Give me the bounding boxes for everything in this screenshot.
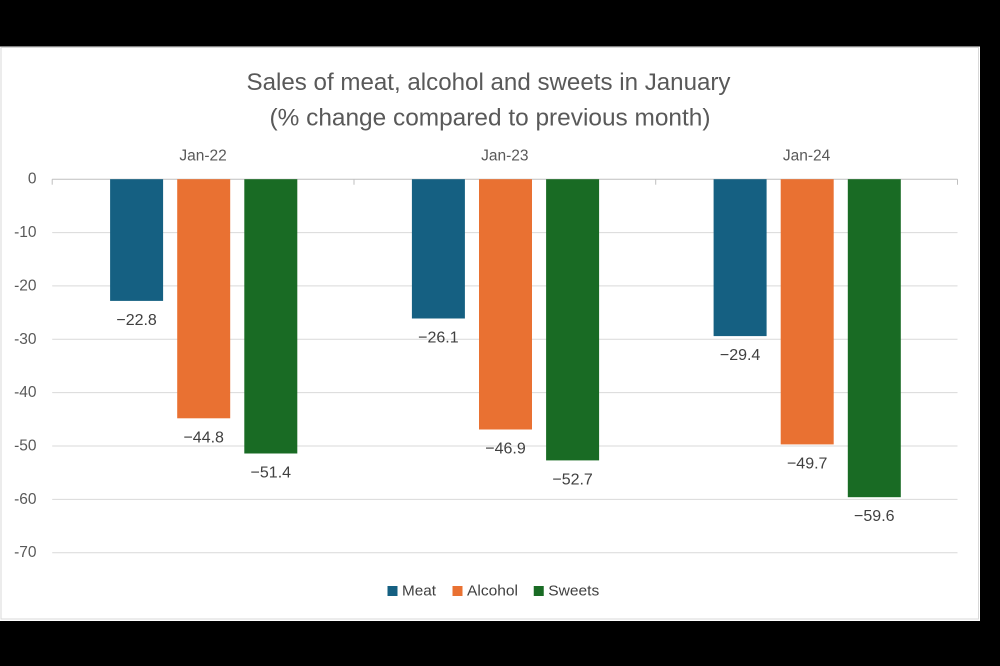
svg-text:−59.6: −59.6 (854, 508, 895, 525)
svg-text:−29.4: −29.4 (720, 347, 761, 364)
svg-text:Jan-22: Jan-22 (179, 148, 226, 165)
svg-text:-60: -60 (14, 491, 37, 508)
svg-text:-40: -40 (14, 384, 37, 401)
svg-text:−22.8: −22.8 (116, 312, 157, 329)
svg-text:−44.8: −44.8 (183, 429, 224, 446)
svg-text:0: 0 (28, 171, 37, 188)
svg-text:-50: -50 (14, 438, 37, 455)
svg-text:Jan-23: Jan-23 (481, 148, 528, 165)
svg-text:-30: -30 (14, 331, 37, 348)
svg-text:−26.1: −26.1 (418, 330, 459, 347)
svg-text:−51.4: −51.4 (251, 465, 292, 482)
svg-text:-10: -10 (14, 224, 37, 241)
svg-text:Sweets: Sweets (548, 583, 599, 600)
svg-text:Meat: Meat (402, 583, 437, 600)
svg-text:-20: -20 (14, 277, 37, 294)
svg-text:Alcohol: Alcohol (467, 583, 518, 600)
svg-text:-70: -70 (14, 544, 37, 561)
svg-text:−52.7: −52.7 (552, 471, 593, 488)
svg-text:(% change compared to previous: (% change compared to previous month) (270, 105, 711, 132)
svg-text:Jan-24: Jan-24 (783, 148, 831, 165)
svg-text:Sales of meat, alcohol and swe: Sales of meat, alcohol and sweets in Jan… (247, 69, 731, 96)
svg-text:−49.7: −49.7 (787, 455, 828, 472)
svg-text:−46.9: −46.9 (485, 441, 526, 458)
